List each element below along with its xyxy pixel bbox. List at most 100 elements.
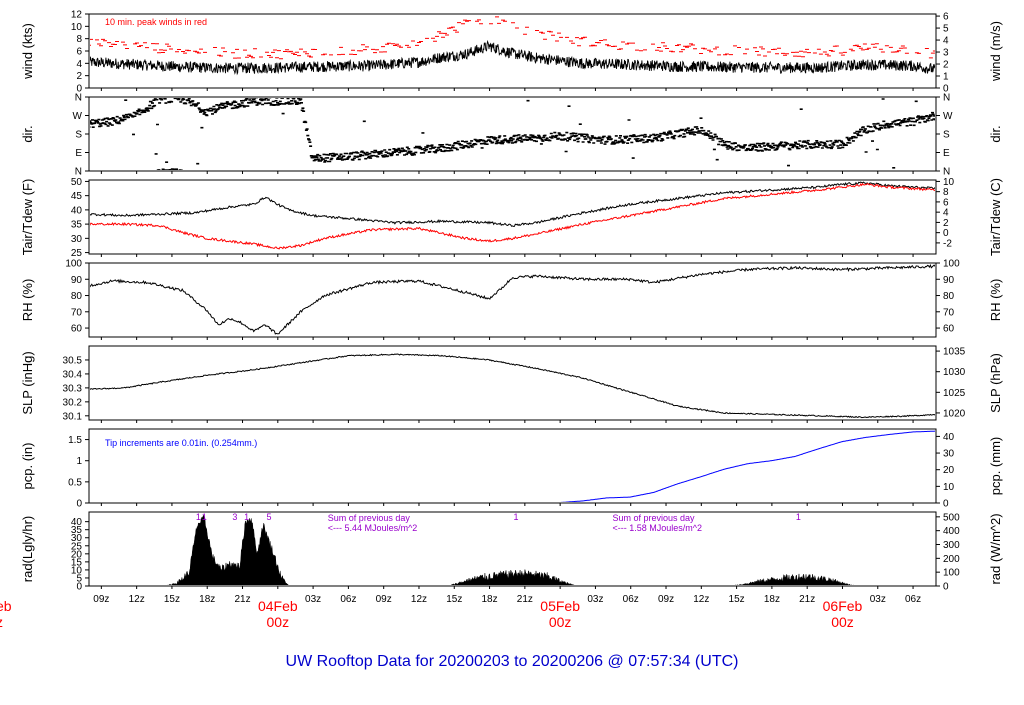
wind-ytick-label-left: 10: [71, 22, 83, 33]
direction-ytick-label-left: E: [75, 148, 82, 159]
precipitation-ytick-label-left: 0.5: [68, 477, 82, 488]
radiation-sum-annotation: <--- 1.58 MJoules/m^2: [612, 523, 702, 533]
radiation-ytick-label-right: 500: [943, 512, 960, 523]
temperature-ytick-label-left: 45: [71, 191, 83, 202]
x-tick-label: 03z: [305, 594, 321, 605]
wind-ytick-label-left: 8: [76, 34, 82, 45]
wind-ylabel-left: wind (kts): [20, 23, 35, 80]
precipitation-series-precipitation: [560, 430, 935, 502]
x-date-time-label: 00z: [267, 614, 290, 630]
precipitation-ytick-label-left: 0: [76, 499, 82, 510]
pressure-ytick-label-right: 1025: [943, 388, 966, 399]
precipitation-data: [560, 430, 935, 502]
x-date-label: 04Feb: [258, 598, 298, 614]
radiation-tip-marker: 5: [266, 512, 271, 522]
x-tick-label: 06z: [623, 594, 639, 605]
radiation-data: [167, 514, 854, 585]
wind-data: [90, 16, 935, 76]
pressure-ytick-label-right: 1020: [943, 408, 966, 419]
pressure-ytick-label-left: 30.1: [63, 411, 83, 422]
direction-series-direction: [90, 98, 935, 170]
wind-ytick-label-left: 12: [71, 10, 83, 21]
radiation-ytick-label-left: 15: [71, 557, 83, 568]
direction-data: [90, 98, 935, 170]
x-tick-label: 21z: [234, 594, 250, 605]
humidity-ytick-label-left: 100: [65, 259, 82, 270]
temperature-ylabel-left: Tair/Tdew (F): [20, 179, 35, 256]
radiation-tip-marker: 1: [796, 512, 801, 522]
direction-ytick-label-right: E: [943, 148, 950, 159]
direction-ytick-label-right: S: [943, 130, 950, 141]
radiation-ytick-label-left: 40: [71, 517, 83, 528]
x-tick-label: 18z: [481, 594, 497, 605]
precipitation-ytick-label-left: 1.5: [68, 435, 82, 446]
humidity-ylabel-left: RH (%): [20, 279, 35, 322]
panel-precipitation: 0 0.5 1 1.5 0 10 20 30 40 pcp. (in) pcp. (mm) Tip i…: [20, 428, 1003, 510]
humidity-frame: [88, 262, 937, 338]
radiation-ylabel-right: rad (W/m^2): [988, 513, 1003, 584]
precipitation-annotation: Tip increments are 0.01in. (0.254mm.): [105, 438, 257, 448]
temperature-series-tair: [90, 181, 935, 227]
pressure-ytick-label-left: 30.2: [63, 397, 83, 408]
precipitation-ylabel-left: pcp. (in): [20, 443, 35, 490]
radiation-tip-marker: 1: [202, 512, 207, 522]
x-date-label-partial: eb: [0, 598, 12, 614]
pressure-frame: [88, 345, 937, 421]
radiation-ytick-label-left: 10: [71, 565, 83, 576]
direction-frame: [88, 96, 937, 172]
x-tick-label: 21z: [799, 594, 815, 605]
x-date-label: 06Feb: [823, 598, 863, 614]
x-tick-label: 15z: [446, 594, 462, 605]
temperature-ytick-label-left: 35: [71, 220, 83, 231]
x-tick-label: 06z: [905, 594, 921, 605]
direction-ytick-label-left: N: [75, 93, 82, 104]
radiation-ytick-label-right: 300: [943, 540, 960, 551]
x-tick-label: 12z: [411, 594, 427, 605]
precipitation-ylabel-right: pcp. (mm): [988, 437, 1003, 496]
wind-ylabel-right: wind (m/s): [988, 21, 1003, 82]
wind-ytick-label-right: 0: [943, 84, 949, 95]
temperature-ytick-label-left: 30: [71, 234, 83, 245]
temperature-frame: [88, 179, 937, 255]
radiation-sum-annotation: <--- 5.44 MJoules/m^2: [328, 523, 418, 533]
humidity-ytick-label-right: 70: [943, 307, 955, 318]
x-tick-label: 15z: [729, 594, 745, 605]
radiation-frame: [88, 511, 937, 587]
temperature-ytick-label-right: 8: [943, 187, 949, 198]
temperature-data: [90, 181, 935, 250]
wind-ytick-label-left: 0: [76, 84, 82, 95]
x-date-time-label: 00z: [549, 614, 572, 630]
wind-series-wind: [90, 39, 935, 76]
x-tick-label: 18z: [764, 594, 780, 605]
x-tick-label: 09z: [658, 594, 674, 605]
temperature-ytick-label-right: 4: [943, 208, 949, 219]
humidity-series-rh: [90, 264, 935, 335]
radiation-tip-marker: 3: [232, 512, 237, 522]
x-tick-label: 06z: [340, 594, 356, 605]
radiation-ytick-label-right: 200: [943, 554, 960, 565]
pressure-ylabel-left: SLP (inHg): [20, 351, 35, 414]
radiation-ytick-label-right: 0: [943, 582, 949, 593]
wind-ytick-label-right: 5: [943, 24, 949, 35]
pressure-ytick-label-right: 1030: [943, 367, 966, 378]
humidity-ytick-label-left: 90: [71, 275, 83, 286]
x-tick-label: 15z: [164, 594, 180, 605]
direction-ytick-label-right: N: [943, 167, 950, 178]
panel-humidity: 60 70 80 90 100 60 70 80 90 100 RH (%) RH (%): [20, 259, 1003, 340]
direction-ytick-label-right: N: [943, 93, 950, 104]
x-tick-label: 03z: [870, 594, 886, 605]
humidity-ytick-label-left: 80: [71, 291, 83, 302]
temperature-ytick-label-right: -2: [943, 238, 952, 249]
radiation-sum-annotation: Sum of previous day: [612, 513, 695, 523]
x-tick-label: 12z: [693, 594, 709, 605]
wind-frame: [88, 13, 937, 89]
radiation-ytick-label-left: 0: [76, 582, 82, 593]
direction-ytick-label-right: W: [943, 111, 953, 122]
chart-title: UW Rooftop Data for 20200203 to 20200206…: [286, 653, 739, 670]
direction-ylabel-left: dir.: [20, 125, 35, 142]
x-tick-label: 12z: [129, 594, 145, 605]
precipitation-ytick-label-right: 20: [943, 465, 955, 476]
wind-ytick-label-left: 6: [76, 47, 82, 58]
